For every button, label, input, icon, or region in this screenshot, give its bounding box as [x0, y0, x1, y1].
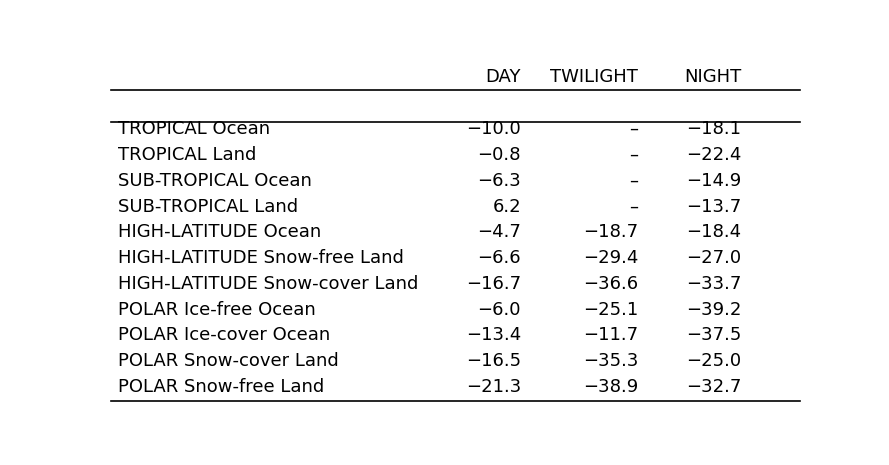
Text: −13.7: −13.7 [686, 198, 741, 216]
Text: −21.3: −21.3 [466, 378, 521, 396]
Text: −35.3: −35.3 [583, 352, 638, 370]
Text: SUB-TROPICAL Land: SUB-TROPICAL Land [118, 198, 298, 216]
Text: −39.2: −39.2 [686, 301, 741, 319]
Text: −11.7: −11.7 [583, 326, 638, 345]
Text: −0.8: −0.8 [477, 146, 521, 164]
Text: TROPICAL Ocean: TROPICAL Ocean [118, 120, 270, 138]
Text: POLAR Ice-cover Ocean: POLAR Ice-cover Ocean [118, 326, 331, 345]
Text: 6.2: 6.2 [493, 198, 521, 216]
Text: HIGH-LATITUDE Ocean: HIGH-LATITUDE Ocean [118, 223, 321, 241]
Text: −6.3: −6.3 [477, 172, 521, 190]
Text: −13.4: −13.4 [466, 326, 521, 345]
Text: −18.1: −18.1 [686, 120, 741, 138]
Text: HIGH-LATITUDE Snow-cover Land: HIGH-LATITUDE Snow-cover Land [118, 275, 419, 293]
Text: −38.9: −38.9 [583, 378, 638, 396]
Text: –: – [629, 120, 638, 138]
Text: −6.0: −6.0 [477, 301, 521, 319]
Text: −33.7: −33.7 [686, 275, 741, 293]
Text: −10.0: −10.0 [467, 120, 521, 138]
Text: TWILIGHT: TWILIGHT [550, 68, 638, 86]
Text: −22.4: −22.4 [686, 146, 741, 164]
Text: –: – [629, 146, 638, 164]
Text: −25.1: −25.1 [583, 301, 638, 319]
Text: −18.4: −18.4 [686, 223, 741, 241]
Text: −16.5: −16.5 [466, 352, 521, 370]
Text: −37.5: −37.5 [686, 326, 741, 345]
Text: −16.7: −16.7 [466, 275, 521, 293]
Text: −14.9: −14.9 [686, 172, 741, 190]
Text: −32.7: −32.7 [686, 378, 741, 396]
Text: NIGHT: NIGHT [685, 68, 741, 86]
Text: −29.4: −29.4 [583, 249, 638, 267]
Text: –: – [629, 198, 638, 216]
Text: TROPICAL Land: TROPICAL Land [118, 146, 256, 164]
Text: −4.7: −4.7 [477, 223, 521, 241]
Text: −6.6: −6.6 [477, 249, 521, 267]
Text: −25.0: −25.0 [686, 352, 741, 370]
Text: −27.0: −27.0 [686, 249, 741, 267]
Text: −36.6: −36.6 [583, 275, 638, 293]
Text: POLAR Snow-cover Land: POLAR Snow-cover Land [118, 352, 339, 370]
Text: SUB-TROPICAL Ocean: SUB-TROPICAL Ocean [118, 172, 312, 190]
Text: −18.7: −18.7 [583, 223, 638, 241]
Text: POLAR Snow-free Land: POLAR Snow-free Land [118, 378, 324, 396]
Text: DAY: DAY [485, 68, 521, 86]
Text: POLAR Ice-free Ocean: POLAR Ice-free Ocean [118, 301, 316, 319]
Text: –: – [629, 172, 638, 190]
Text: HIGH-LATITUDE Snow-free Land: HIGH-LATITUDE Snow-free Land [118, 249, 404, 267]
